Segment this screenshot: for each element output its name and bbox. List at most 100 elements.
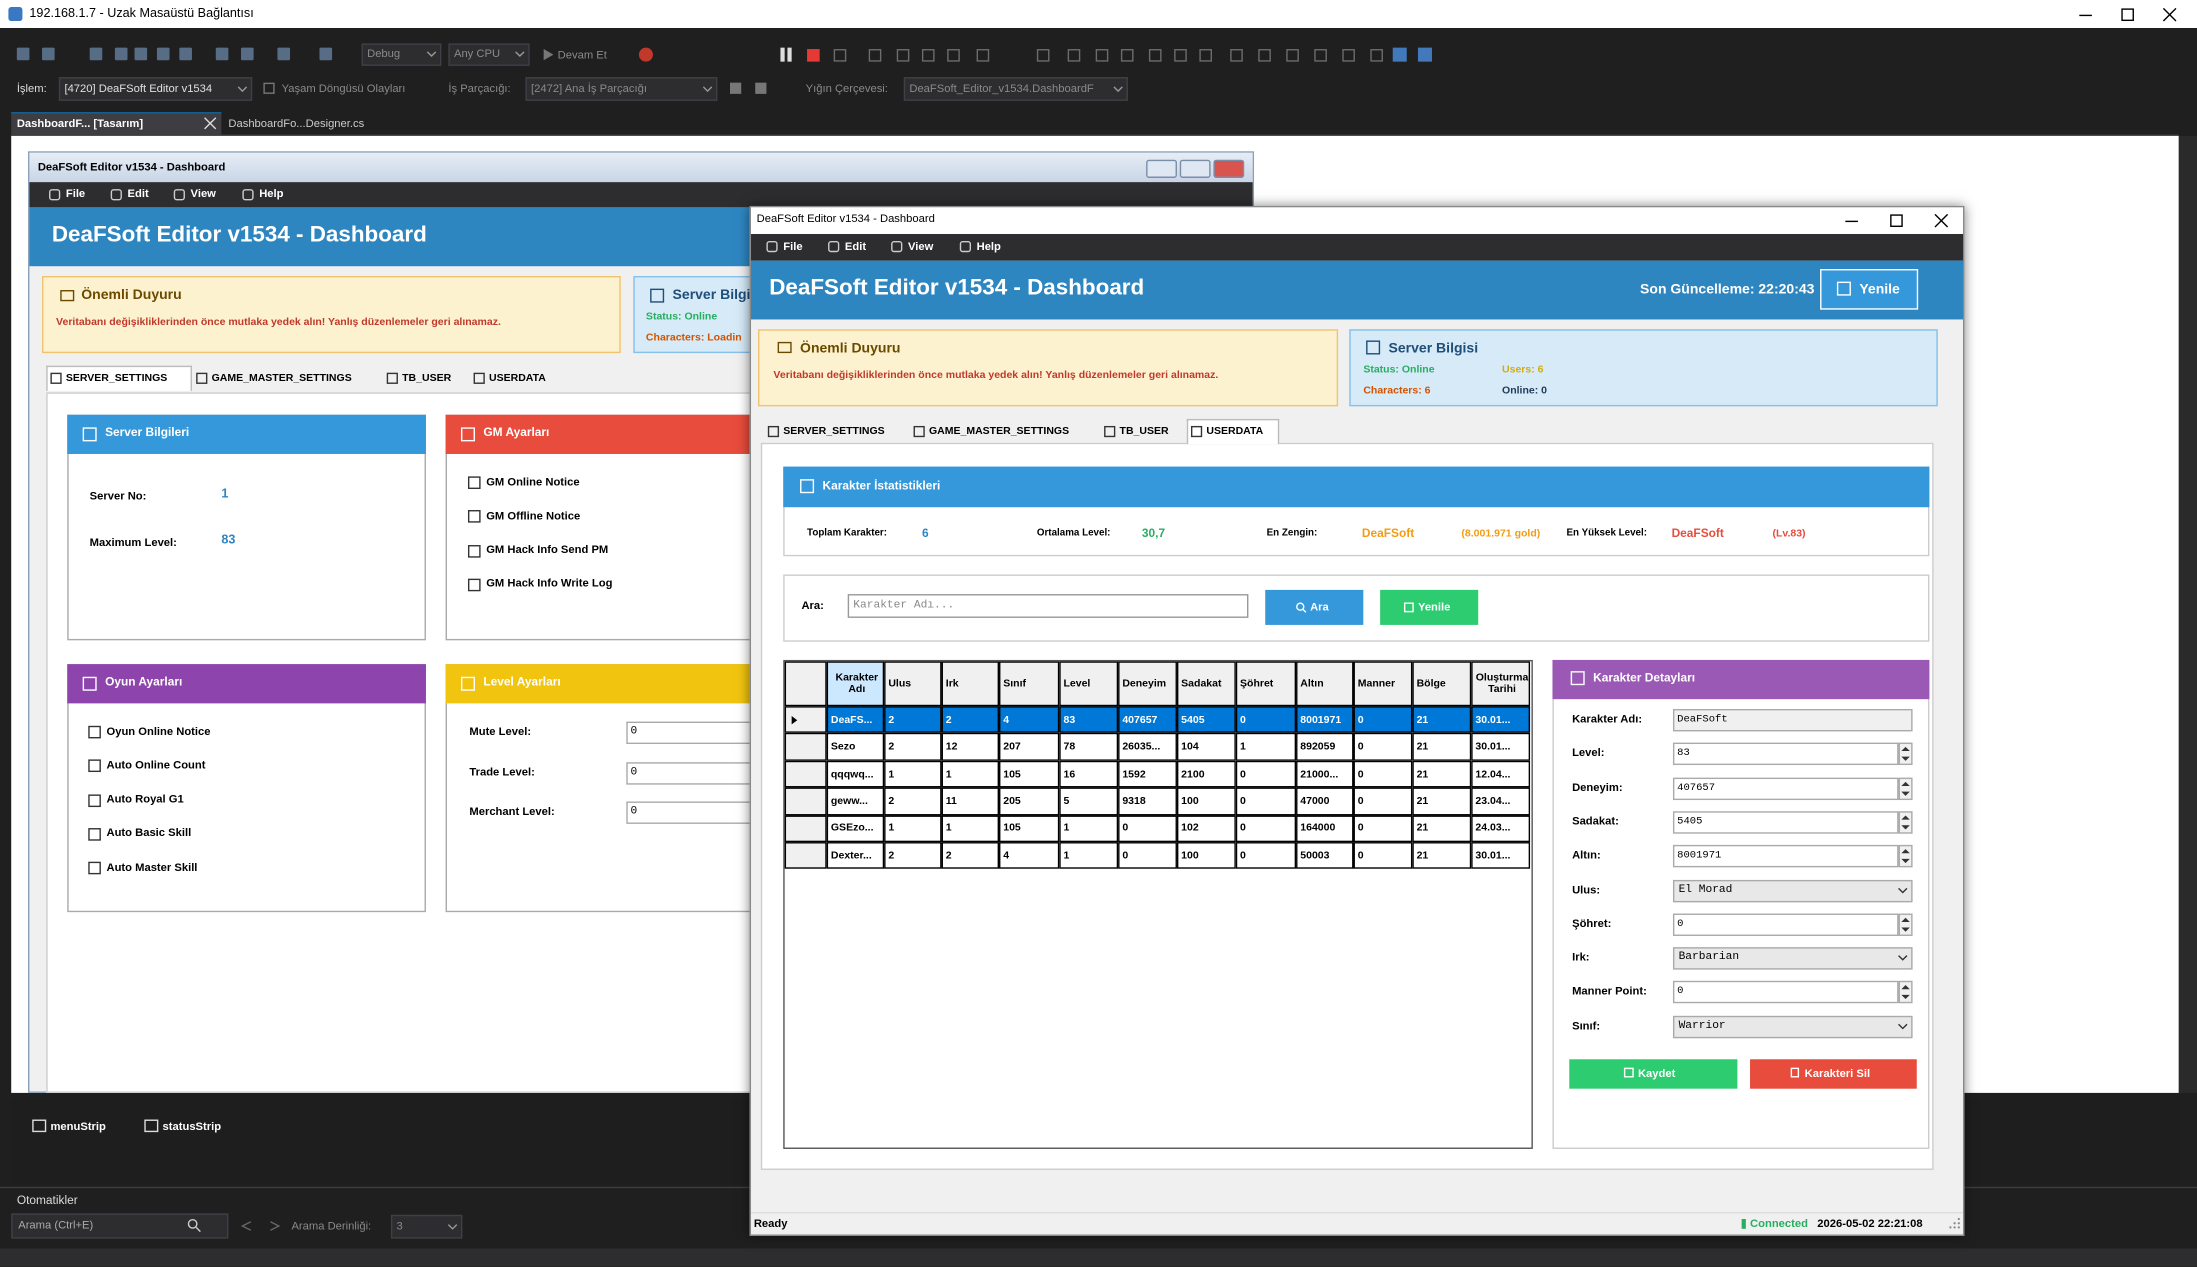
grid-cell[interactable] [1176,842,1236,870]
tray-item[interactable]: menuStrip [50,1120,106,1133]
grid-cell[interactable] [1296,842,1354,870]
grid-cell[interactable] [1118,733,1177,761]
continue-button[interactable]: Devam Et [557,48,607,62]
grid-cell[interactable] [1118,842,1177,870]
checkbox[interactable] [88,759,101,773]
delete-button[interactable] [1750,1059,1917,1089]
grid-cell[interactable] [1059,706,1119,734]
grid-cell[interactable] [884,760,942,788]
tab[interactable]: GAME_MASTER_SETTINGS [928,424,1070,437]
grid-cell[interactable] [1118,787,1177,815]
tab[interactable]: USERDATA [489,371,546,384]
grid-cell[interactable] [884,787,942,815]
thread-combo[interactable] [525,77,718,101]
grid-cell[interactable] [1353,760,1413,788]
designer-window-button[interactable] [1179,159,1211,178]
designer-window-button[interactable] [1213,159,1245,178]
grid-cell[interactable] [1296,706,1354,734]
grid-cell[interactable] [884,814,942,843]
window-close-button[interactable] [2162,7,2176,21]
detail-combo[interactable] [1672,879,1913,902]
checkbox[interactable] [467,544,481,558]
designer-window-button[interactable] [1146,159,1177,178]
column-header[interactable] [884,661,942,707]
grid-cell[interactable] [1296,760,1354,788]
column-header[interactable] [1296,661,1354,707]
detail-combo[interactable] [1672,947,1913,970]
grid-cell[interactable] [999,814,1060,843]
tab[interactable]: GAME_MASTER_SETTINGS [211,371,352,384]
doc-tab-label[interactable]: DashboardFo...Designer.cs [228,116,365,130]
grid-cell[interactable] [1235,842,1297,870]
grid-cell[interactable] [999,706,1060,734]
grid-cell[interactable] [826,760,885,788]
menu-item[interactable]: Edit [844,239,867,253]
menu-item[interactable]: Edit [127,187,149,200]
grid-cell[interactable] [826,814,885,843]
grid-cell[interactable] [1471,706,1531,734]
grid-cell[interactable] [999,842,1060,870]
tab[interactable]: USERDATA [1206,424,1264,437]
menu-item[interactable]: File [65,187,86,200]
grid-cell[interactable] [1296,787,1354,815]
checkbox[interactable] [88,793,101,807]
column-header[interactable] [1176,661,1236,707]
checkbox[interactable] [467,578,481,592]
detail-input[interactable] [1672,981,1899,1004]
grid-cell[interactable] [1296,814,1354,843]
refresh-button[interactable] [1820,269,1919,310]
spin-button[interactable] [1898,845,1913,868]
tab[interactable]: SERVER_SETTINGS [783,424,885,437]
spin-button[interactable] [1898,811,1913,834]
grid-cell[interactable] [1118,814,1177,843]
search-input[interactable] [847,594,1249,618]
column-header[interactable] [1471,661,1531,707]
grid-cell[interactable] [1059,842,1119,870]
checkbox[interactable] [467,476,481,490]
grid-cell[interactable] [1471,842,1531,870]
window-max-button[interactable] [1889,213,1903,227]
grid-cell[interactable] [1235,814,1297,843]
checkbox[interactable] [88,827,101,841]
grid-cell[interactable] [1353,787,1413,815]
checkbox[interactable] [88,861,101,875]
grid-cell[interactable] [1471,814,1531,843]
column-header[interactable] [1353,661,1413,707]
grid-cell[interactable] [1235,787,1297,815]
detail-input[interactable] [1672,845,1899,868]
detail-input[interactable] [1672,913,1899,936]
grid-cell[interactable] [1059,814,1119,843]
refresh-list-button[interactable] [1380,589,1479,625]
tray-item[interactable]: statusStrip [162,1120,222,1133]
grid-cell[interactable] [1353,733,1413,761]
menu-item[interactable]: File [783,239,803,253]
grid-cell[interactable] [1471,787,1531,815]
grid-cell[interactable] [1235,733,1297,761]
spin-button[interactable] [1898,913,1913,936]
autos-depth[interactable] [390,1214,463,1239]
menu-item[interactable]: View [190,187,216,200]
grid-cell[interactable] [1059,760,1119,788]
grid-cell[interactable] [1412,814,1472,843]
grid-cell[interactable] [826,706,885,734]
tab[interactable]: SERVER_SETTINGS [65,371,168,384]
detail-combo[interactable] [1672,1015,1913,1038]
spin-button[interactable] [1898,981,1913,1004]
grid-cell[interactable] [1412,787,1472,815]
grid-cell[interactable] [1471,760,1531,788]
menu-item[interactable]: View [907,239,934,253]
stack-combo[interactable] [903,77,1128,101]
detail-input[interactable] [1672,777,1899,800]
grid-cell[interactable] [1353,706,1413,734]
grid-cell[interactable] [1412,733,1472,761]
lifecycle-events[interactable]: Yaşam Döngüsü Olayları [281,82,406,95]
detail-input[interactable] [1672,708,1913,732]
tab[interactable]: TB_USER [1119,424,1169,437]
grid-cell[interactable] [1176,814,1236,843]
window-min-button[interactable] [1844,214,1858,227]
grid-cell[interactable] [1235,760,1297,788]
grid-cell[interactable] [826,842,885,870]
grid-cell[interactable] [1059,787,1119,815]
grid-cell[interactable] [1235,706,1297,734]
grid-cell[interactable] [999,787,1060,815]
